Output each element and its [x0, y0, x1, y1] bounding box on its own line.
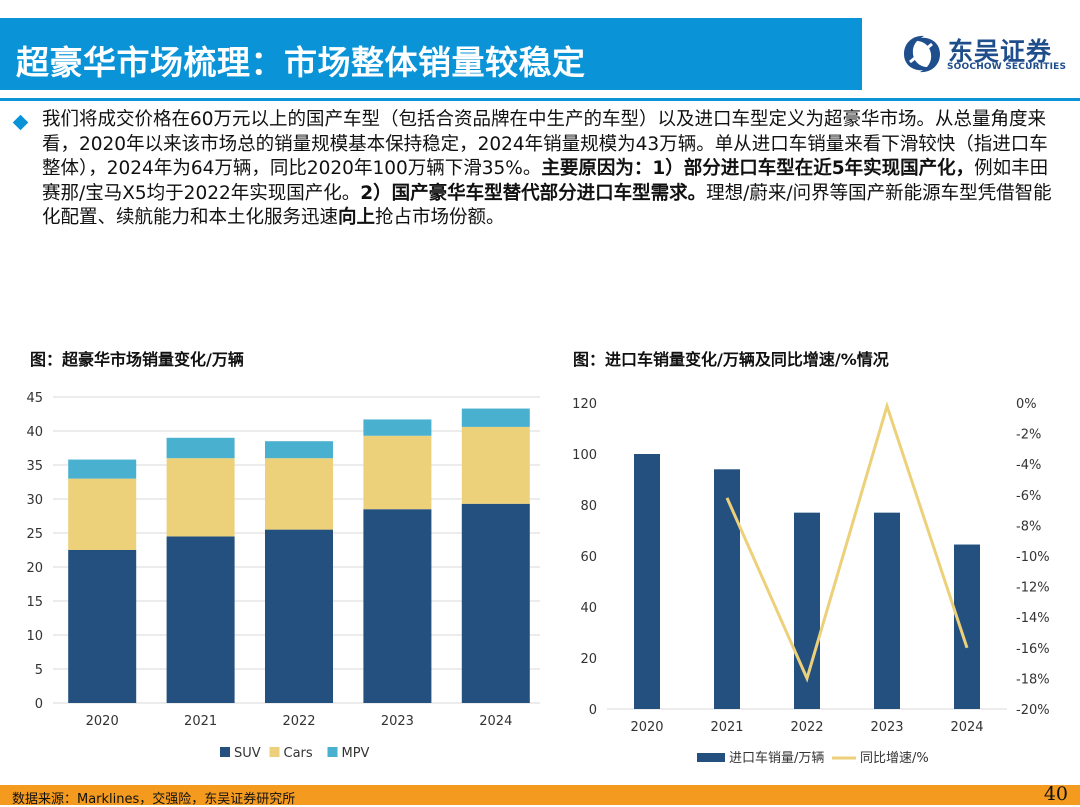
text-p5: 理想/蔚来/问界等国产新能源车型凭借智能化配置、续航能力和本土化服务迅速 — [42, 182, 1052, 229]
y-right-tick-label: -18% — [1016, 672, 1050, 687]
y-tick-label: 45 — [26, 391, 43, 406]
x-tick-label: 2020 — [86, 714, 119, 729]
footer-bar — [0, 785, 1080, 805]
y-right-tick-label: -12% — [1016, 581, 1050, 596]
page-title: 超豪华市场梳理：市场整体销量较稳定 — [16, 43, 586, 82]
bar-suv — [68, 550, 137, 703]
y-right-tick-label: -6% — [1016, 489, 1041, 504]
x-tick-label: 2020 — [630, 720, 663, 735]
logo-text-cn: 东吴证券 — [948, 37, 1053, 66]
y-tick-label: 35 — [26, 459, 43, 474]
y-right-tick-label: -20% — [1016, 703, 1050, 718]
bar-mpv — [363, 419, 432, 436]
legend-swatch — [327, 747, 338, 757]
y-tick-label: 25 — [26, 527, 43, 542]
y-right-tick-label: -4% — [1016, 458, 1041, 473]
bar-cars — [68, 478, 137, 550]
header-divider — [0, 98, 1080, 101]
x-tick-label: 2024 — [950, 720, 983, 735]
text-p6: 向上 — [338, 207, 376, 228]
legend-label-line: 同比增速/% — [860, 751, 929, 766]
y-tick-label: 15 — [26, 595, 43, 610]
legend-label: MPV — [342, 746, 370, 761]
y-tick-label: 0 — [35, 697, 43, 712]
bar-cars — [363, 435, 432, 510]
bar-suv — [461, 503, 530, 703]
y-tick-label: 5 — [35, 663, 43, 678]
legend-swatch — [269, 747, 280, 757]
company-logo: 东吴证券 SOOCHOW SECURITIES — [900, 30, 1070, 80]
x-tick-label: 2022 — [790, 720, 823, 735]
bar-cars — [166, 458, 235, 537]
x-tick-label: 2021 — [184, 714, 217, 729]
y-tick-label: 40 — [26, 425, 43, 440]
page-number: 40 — [1043, 783, 1068, 805]
x-tick-label: 2021 — [710, 720, 743, 735]
y-left-tick-label: 0 — [589, 703, 597, 718]
text-p2: 主要原因为：1）部分进口车型在近5年实现国产化， — [541, 158, 975, 179]
y-left-tick-label: 120 — [572, 397, 597, 412]
summary-paragraph: 我们将成交价格在60万元以上的国产车型（包括合资品牌在中生产的车型）以及进口车型… — [42, 108, 1057, 231]
line-yoy-growth — [725, 401, 969, 683]
diamond-bullet-icon — [12, 114, 29, 131]
text-p4: 2）国产豪华车型替代部分进口车型需求。 — [360, 182, 707, 204]
y-tick-label: 20 — [26, 561, 43, 576]
legend-label: Cars — [284, 746, 313, 761]
y-right-tick-label: -2% — [1016, 428, 1041, 443]
legend-swatch — [220, 747, 230, 757]
y-left-tick-label: 20 — [580, 652, 597, 667]
text-p3: 例如丰田赛那/宝马X5均于2022年实现国产化。 — [42, 158, 1049, 204]
data-source: 数据来源：Marklines，交强险，东吴证券研究所 — [12, 792, 296, 807]
bar-mpv — [265, 441, 333, 459]
y-right-tick-label: -14% — [1016, 611, 1050, 626]
bar-cars — [265, 458, 333, 530]
bar-import-volume — [634, 454, 660, 709]
bar-mpv — [68, 459, 137, 479]
chart2-bar-line: 0 20 40 60 80 100 120 -20% -18% -16% -14% -12% -10% -… — [572, 397, 1050, 766]
bar-mpv — [166, 437, 235, 459]
bar-import-volume — [954, 544, 980, 709]
x-tick-label: 2023 — [870, 720, 903, 735]
legend-label: SUV — [234, 746, 261, 761]
y-left-tick-label: 100 — [572, 448, 597, 463]
y-right-tick-label: -8% — [1016, 519, 1041, 534]
bar-import-volume — [874, 512, 900, 709]
y-left-tick-label: 80 — [580, 499, 597, 514]
legend-label-bar: 进口车销量/万辆 — [729, 750, 824, 766]
legend-swatch-bar — [697, 753, 725, 762]
logo-text-en: SOOCHOW SECURITIES — [947, 62, 1067, 72]
chart1-title: 图：超豪华市场销量变化/万辆 — [30, 350, 244, 369]
bar-suv — [265, 529, 333, 703]
text-p1: 我们将成交价格在60万元以上的国产车型（包括合资品牌在中生产的车型）以及进口车型… — [42, 109, 1048, 179]
bar-mpv — [461, 408, 530, 427]
title-bar — [0, 18, 862, 90]
y-right-tick-label: 0% — [1016, 397, 1037, 412]
y-tick-label: 10 — [26, 629, 43, 644]
x-tick-label: 2022 — [282, 714, 315, 729]
chart1-stacked-bar: 0 5 10 15 20 25 30 35 40 45 2020 2021 2022 2023 2024 SU… — [26, 391, 540, 761]
chart2-title: 图：进口车销量变化/万辆及同比增速/%情况 — [573, 350, 889, 369]
y-tick-label: 30 — [26, 493, 43, 508]
logo-icon — [904, 35, 940, 73]
bar-import-volume — [714, 469, 740, 709]
y-right-tick-label: -16% — [1016, 642, 1050, 657]
bar-cars — [461, 426, 530, 504]
x-tick-label: 2023 — [381, 714, 414, 729]
bar-suv — [166, 536, 235, 703]
y-right-tick-label: -10% — [1016, 550, 1050, 565]
x-tick-label: 2024 — [479, 714, 512, 729]
text-p7: 抢占市场份额。 — [375, 207, 505, 228]
y-left-tick-label: 60 — [580, 550, 597, 565]
y-left-tick-label: 40 — [580, 601, 597, 616]
bar-suv — [363, 509, 432, 703]
